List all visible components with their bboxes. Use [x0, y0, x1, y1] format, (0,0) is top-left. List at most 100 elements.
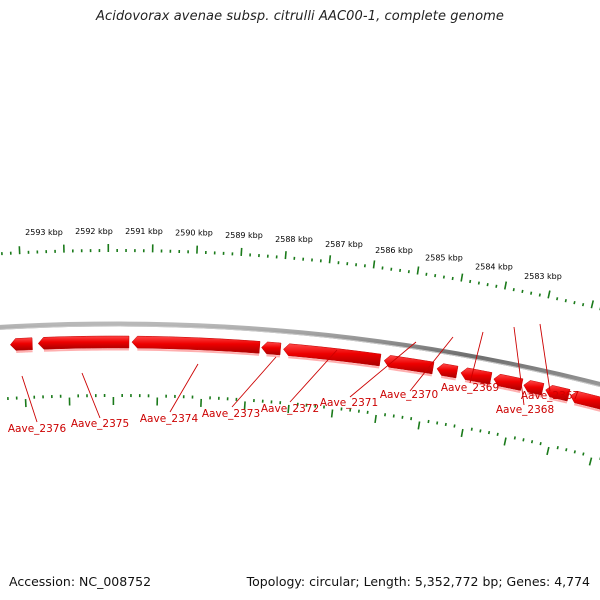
outer-scale-tick-minor — [521, 289, 524, 294]
gene-arrow-shadow — [527, 392, 542, 398]
gene-arrow-shadow — [16, 350, 33, 354]
outer-scale-tick-major — [372, 260, 376, 269]
kbp-label: 2591 kbp — [125, 227, 163, 236]
outer-scale-tick-minor — [556, 297, 559, 301]
outer-scale-tick-major — [284, 251, 287, 260]
gene-label: Aave_2372 — [261, 403, 319, 415]
gene-label: Aave_2375 — [71, 418, 129, 430]
gene-arrow — [383, 355, 435, 375]
inner-scale-tick-minor — [582, 452, 585, 456]
outer-scale-tick-minor — [486, 283, 489, 287]
kbp-label: 2588 kbp — [275, 235, 313, 244]
gene-arrow-shadow — [388, 367, 432, 377]
gene-leader-line — [81, 372, 101, 419]
outer-scale-tick-minor — [581, 303, 585, 307]
kbp-label: 2593 kbp — [25, 228, 63, 237]
kbp-label: 2590 kbp — [175, 229, 213, 238]
inner-scale-tick-major — [460, 428, 464, 438]
gene-arrow-shadow — [497, 386, 521, 394]
inner-scale-tick-major — [546, 446, 550, 456]
gene-leaders-layer — [21, 323, 551, 423]
map-title: Acidovorax avenae subsp. citrulli AAC00-… — [96, 9, 504, 24]
gene-label: Aave_2371 — [320, 397, 378, 409]
gene-leader-line — [513, 326, 525, 406]
gene-arrow-shadow — [43, 348, 129, 352]
outer-scale-tick-major — [503, 281, 508, 290]
inner-scale-tick-minor — [513, 436, 516, 440]
inner-scale-tick-major — [588, 457, 593, 466]
gene-leader-line — [169, 363, 199, 413]
gene-arrow — [9, 337, 33, 351]
gene-arrow — [493, 373, 524, 391]
gene-arrow — [545, 385, 571, 402]
inner-scale-tick-major — [374, 414, 377, 424]
kbp-label: 2585 kbp — [425, 254, 463, 263]
gene-arrow-shadow — [288, 356, 380, 369]
gene-leader-line — [469, 331, 484, 384]
gene-arrow — [261, 341, 282, 356]
backbone-highlight — [0, 325, 600, 388]
outer-scale-tick-major — [460, 273, 464, 282]
inner-scale-tick-minor — [522, 438, 525, 442]
gene-leader-line — [21, 375, 38, 423]
outer-scale-tick-minor — [477, 281, 480, 285]
inner-scale-tick-major — [243, 401, 246, 410]
genome-summary-text: Topology: circular; Length: 5,352,772 bp… — [246, 574, 590, 589]
gene-arrow-shadow — [440, 375, 456, 381]
inner-scale-tick-minor — [427, 419, 430, 424]
genes-layer — [9, 335, 600, 412]
backbone-line — [0, 321, 600, 388]
gene-label: Aave_2373 — [202, 408, 260, 420]
outer-scale-tick-major — [328, 255, 332, 264]
gene-label: Aave_2367 — [521, 390, 579, 402]
outer-scale-tick-minor — [573, 301, 576, 305]
backbone-layer — [0, 321, 600, 388]
accession-text: Accession: NC_008752 — [9, 574, 152, 589]
gene-arrow — [436, 363, 459, 379]
kbp-label: 2584 kbp — [475, 262, 513, 271]
gene-leader-line — [289, 349, 338, 403]
kbp-label: 2586 kbp — [375, 246, 413, 255]
gene-arrow — [570, 390, 600, 410]
gene-leader-line — [231, 356, 277, 408]
gene-arrow-shadow — [266, 354, 280, 358]
outer-scale-tick-major — [240, 247, 243, 256]
gene-label: Aave_2376 — [8, 423, 67, 435]
inner-scale-tick-major — [417, 421, 421, 430]
kbp-label: 2583 kbp — [524, 272, 562, 281]
gene-leader-line — [539, 323, 551, 392]
kbp-label: 2587 kbp — [325, 240, 363, 249]
outer-scale-tick-minor — [564, 299, 567, 303]
gene-arrow — [131, 335, 261, 354]
inner-scale-tick-minor — [479, 429, 482, 433]
inner-scale-tick-minor — [453, 424, 456, 428]
inner-scale-tick-minor — [470, 427, 473, 431]
gene-label: Aave_2369 — [441, 382, 499, 394]
gene-label: Aave_2370 — [380, 389, 438, 401]
gene-arrow — [37, 335, 130, 350]
gene-arrow-shadow — [137, 348, 260, 356]
gene-arrow-shadow — [549, 397, 568, 404]
gene-label: Aave_2368 — [496, 404, 554, 416]
outer-scale-tick-minor — [469, 279, 472, 284]
inner-scale-tick-major — [503, 437, 507, 446]
inner-scale-tick-minor — [444, 422, 447, 427]
outer-scale-tick-minor — [538, 293, 541, 297]
gene-arrow — [523, 380, 545, 396]
inner-scale-tick-minor — [436, 421, 439, 425]
outer-scale-tick-minor — [512, 288, 515, 292]
kbp-labels-layer: 2593 kbp 2592 kbp 2591 kbp 2590 kbp 2589 kbp… — [25, 227, 562, 281]
inner-scale-tick-major — [330, 409, 334, 418]
gene-labels-layer: Aave_2376 Aave_2375 Aave_2374 Aave_2373 Aave… — [8, 382, 579, 435]
inner-scale-tick-minor — [530, 440, 534, 444]
kbp-label: 2592 kbp — [75, 227, 113, 236]
gene-arrow-shadow — [464, 380, 490, 387]
outer-scale-tick-major — [590, 300, 595, 309]
gene-leader-line — [349, 341, 417, 398]
outer-scale-tick-minor — [530, 291, 533, 295]
inner-scale-tick-minor — [556, 446, 559, 450]
inner-scale-tick-minor — [496, 432, 499, 436]
inner-scale-tick-minor — [487, 430, 491, 435]
